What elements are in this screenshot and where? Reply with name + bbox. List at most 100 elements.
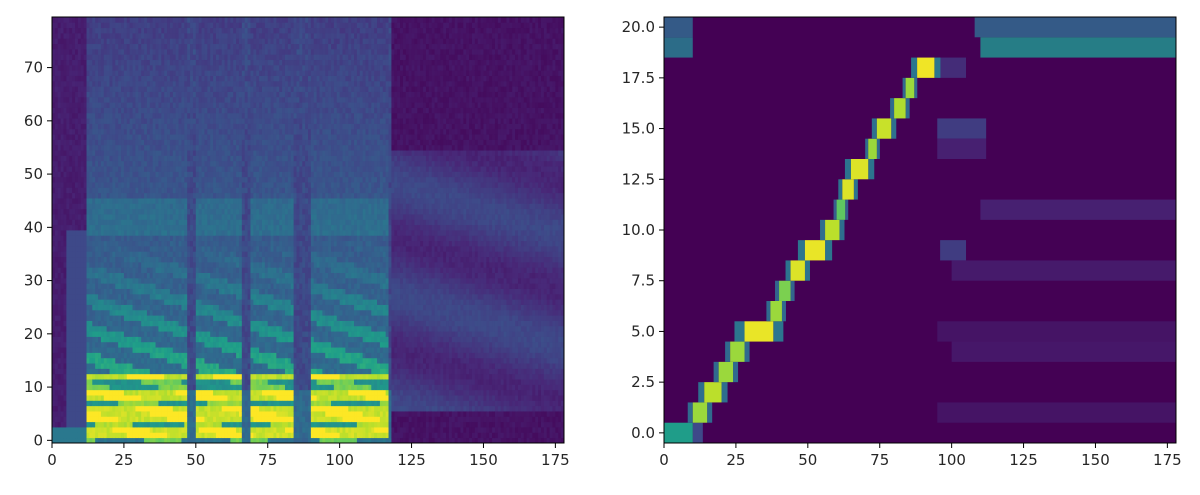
spectrogram-cell [72, 38, 76, 45]
spectrogram-cell [121, 288, 125, 295]
spectrogram-cell [112, 288, 116, 295]
spectrogram-cell [103, 224, 108, 231]
spectrogram-cell [155, 91, 159, 98]
spectrogram-cell [109, 43, 113, 50]
spectrogram-cell [144, 230, 148, 236]
spectrogram-cell [218, 405, 223, 412]
spectrogram-cell [109, 107, 113, 114]
spectrogram-cell [190, 112, 194, 119]
spectrogram-cell [175, 102, 179, 108]
spectrogram-cell [118, 293, 122, 300]
spectrogram-cell [123, 325, 128, 332]
spectrogram-cell [126, 347, 131, 353]
spectrogram-cell [224, 379, 228, 385]
spectrogram-cell [138, 341, 142, 348]
spectrogram-cell [103, 283, 108, 289]
spectrogram-cell [75, 240, 79, 247]
spectrogram-cell [98, 224, 102, 231]
spectrogram-cell [132, 64, 136, 71]
spectrogram-cell [161, 118, 165, 124]
spectrogram-cell [57, 283, 62, 289]
spectrogram-cell [89, 416, 93, 423]
spectrogram-cell [115, 331, 119, 337]
spectrogram-cell [164, 235, 168, 242]
spectrogram-cell [178, 160, 182, 167]
spectrogram-cell [75, 214, 79, 220]
spectrogram-cell [106, 389, 110, 396]
spectrogram-cell [106, 293, 110, 300]
spectrogram-cell [184, 160, 188, 167]
spectrogram-cell [66, 17, 70, 23]
spectrogram-cell [109, 144, 113, 151]
spectrogram-cell [103, 118, 108, 124]
spectrogram-cell [195, 166, 200, 172]
spectrogram-cell [181, 288, 185, 295]
spectrogram-cell [218, 331, 223, 337]
spectrogram-cell [161, 432, 165, 439]
spectrogram-cell [184, 219, 188, 226]
spectrogram-cell [115, 75, 119, 82]
spectrogram-cell [92, 166, 96, 172]
spectrogram-cell [121, 437, 125, 443]
spectrogram-cell [201, 336, 205, 343]
spectrogram-cell [118, 373, 122, 380]
spectrogram-cell [77, 320, 82, 327]
spectrogram-cell [118, 240, 122, 247]
spectrogram-cell [224, 363, 228, 369]
spectrogram-cell [172, 256, 177, 263]
spectrogram-cell [129, 166, 133, 172]
spectrogram-cell [178, 320, 182, 327]
spectrogram-cell [181, 325, 185, 332]
spectrogram-cell [54, 214, 59, 220]
spectrogram-cell [184, 64, 188, 71]
spectrogram-cell [164, 405, 168, 412]
spectrogram-cell [72, 112, 76, 119]
spectrogram-cell [89, 192, 93, 199]
spectrogram-cell [175, 427, 179, 433]
spectrogram-cell [178, 96, 182, 103]
spectrogram-cell [187, 166, 191, 172]
spectrogram-cell [155, 357, 159, 364]
spectrogram-cell [92, 245, 96, 252]
spectrogram-cell [72, 27, 76, 34]
spectrogram-cell [80, 400, 85, 407]
spectrogram-cell [184, 91, 188, 98]
spectrogram-cell [195, 91, 200, 98]
spectrogram-cell [80, 432, 85, 439]
spectrogram-cell [80, 251, 85, 258]
spectrogram-cell [221, 123, 225, 130]
spectrogram-cell [187, 27, 191, 34]
spectrogram-cell [112, 64, 116, 71]
spectrogram-cell [201, 261, 205, 268]
spectrogram-cell [100, 256, 105, 263]
spectrogram-cell [201, 347, 205, 353]
spectrogram-cell [187, 304, 191, 311]
spectrogram-cell [89, 384, 93, 391]
spectrogram-cell [141, 22, 145, 29]
spectrogram-cell [132, 267, 136, 273]
spectrogram-cell [204, 192, 208, 199]
spectrogram-cell [60, 160, 64, 167]
spectrogram-cell [218, 22, 223, 29]
spectrogram-cell [141, 336, 145, 343]
spectrogram-cell [126, 32, 131, 39]
spectrogram-cell [144, 352, 148, 359]
spectrogram-cell [86, 198, 90, 204]
spectrogram-cell [184, 54, 188, 61]
spectrogram-cell [207, 357, 211, 364]
spectrogram-cell [75, 363, 79, 369]
spectrogram-cell [69, 368, 73, 375]
spectrogram-cell [141, 112, 145, 119]
spectrogram-cell [86, 144, 90, 151]
spectrogram-cell [187, 107, 191, 114]
spectrogram-cell [106, 261, 110, 268]
spectrogram-cell [169, 272, 174, 279]
spectrogram-cell [218, 48, 223, 55]
spectrogram-cell [187, 240, 191, 247]
spectrogram-cell [123, 352, 128, 359]
spectrogram-cell [210, 256, 214, 263]
spectrogram-cell [195, 134, 200, 140]
spectrogram-cell [155, 315, 159, 321]
spectrogram-cell [210, 320, 214, 327]
spectrogram-cell [187, 112, 191, 119]
